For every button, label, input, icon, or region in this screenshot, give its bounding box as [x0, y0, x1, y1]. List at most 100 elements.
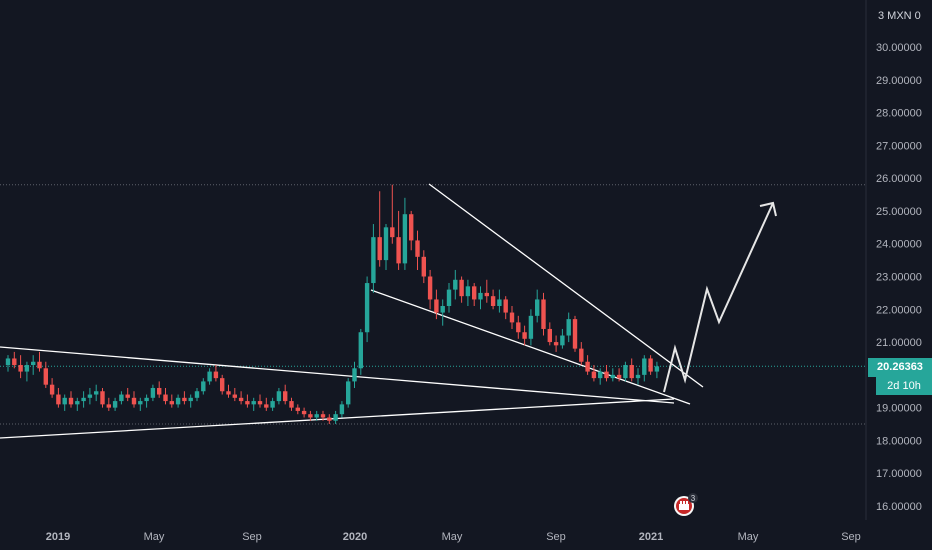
- candle-body: [245, 401, 250, 405]
- candle-body: [623, 365, 628, 379]
- candle-body: [308, 414, 313, 418]
- wedge-upper-line[interactable]: [428, 183, 704, 388]
- candle-body: [264, 404, 269, 408]
- time-tick-label: May: [738, 531, 759, 543]
- candle-body: [327, 417, 332, 421]
- price-tick-label: 19.00000: [876, 403, 922, 415]
- candle-body: [144, 397, 149, 402]
- candlestick-series: [5, 184, 660, 425]
- candle-body: [440, 306, 445, 313]
- candle-body: [150, 387, 156, 398]
- candle-body: [49, 384, 55, 395]
- candle-body: [138, 401, 143, 405]
- candle-body: [12, 358, 17, 366]
- candle-body: [276, 391, 282, 402]
- candle-body: [648, 358, 653, 372]
- candle-body: [472, 286, 477, 300]
- candle-body: [547, 328, 552, 343]
- time-tick-label: Sep: [841, 531, 861, 543]
- price-tick-label: 23.00000: [876, 272, 922, 284]
- time-tick-label: 2019: [46, 531, 70, 543]
- price-tick-label: 28.00000: [876, 108, 922, 120]
- bar-countdown-label: 2d 10h: [876, 377, 932, 395]
- candle-body: [314, 414, 319, 418]
- projection-drawing[interactable]: [663, 201, 777, 393]
- candle-body: [295, 407, 300, 411]
- price-tick-label: 18.00000: [876, 435, 922, 447]
- price-tick-label: 26.00000: [876, 173, 922, 185]
- candle-body: [346, 381, 351, 405]
- price-tick-label: 16.00000: [876, 501, 922, 513]
- candle-body: [62, 397, 67, 405]
- candle-body: [459, 279, 464, 297]
- price-tick-label: 17.00000: [876, 468, 922, 480]
- candle-body: [37, 361, 42, 369]
- candle-body: [257, 401, 263, 405]
- wedge-lower-line[interactable]: [370, 289, 691, 405]
- candle-body: [560, 335, 565, 346]
- candle-body: [207, 371, 212, 382]
- candle-body: [339, 404, 345, 415]
- candle-body: [535, 299, 540, 316]
- candle-body: [56, 394, 61, 405]
- candle-body: [194, 391, 200, 398]
- price-axis[interactable]: [866, 0, 932, 550]
- candle-body: [434, 299, 439, 313]
- price-tick-label: 29.00000: [876, 75, 922, 87]
- candle-body: [100, 391, 105, 405]
- candle-body: [289, 401, 294, 408]
- time-axis-ticks: 2019 May Sep 2020 May Sep 2021 May Sep: [46, 531, 861, 543]
- candle-body: [415, 240, 420, 257]
- candle-body: [352, 368, 357, 382]
- candle-body: [320, 414, 326, 418]
- time-tick-label: Sep: [546, 531, 566, 543]
- time-tick-label: May: [442, 531, 463, 543]
- candle-body: [31, 361, 36, 366]
- candle-body: [503, 299, 508, 313]
- candle-body: [283, 391, 288, 402]
- candle-body: [390, 227, 395, 238]
- candle-body: [301, 410, 307, 415]
- candle-body: [598, 371, 603, 379]
- candle-body: [642, 358, 647, 375]
- candle-body: [94, 391, 99, 395]
- candle-body: [566, 319, 571, 336]
- candle-body: [169, 401, 174, 405]
- price-tick-label: 30.00000: [876, 42, 922, 54]
- horizontal-levels: [0, 184, 866, 425]
- candle-body: [251, 401, 256, 405]
- candle-body: [188, 397, 193, 402]
- projection-arrowhead: [759, 201, 777, 217]
- candle-body: [610, 374, 615, 379]
- currency-label: 3 MXN 0: [878, 10, 921, 22]
- last-price-label: 20.26363: [868, 358, 932, 377]
- candle-body: [604, 371, 609, 379]
- candle-body: [490, 296, 496, 307]
- triangle-upper-line[interactable]: [0, 346, 675, 404]
- candle-body: [333, 414, 338, 421]
- candle-body: [572, 319, 578, 349]
- candle-body: [182, 397, 187, 402]
- candle-body: [125, 394, 130, 398]
- price-tick-label: 27.00000: [876, 140, 922, 152]
- candle-body: [516, 322, 521, 333]
- candle-body: [402, 214, 408, 264]
- candle-body: [616, 374, 622, 379]
- candle-body: [654, 366, 660, 372]
- candle-body: [522, 332, 527, 339]
- candle-body: [421, 256, 426, 277]
- candle-body: [232, 394, 237, 398]
- events-badge-count: 3: [691, 494, 696, 503]
- candle-body: [75, 401, 80, 405]
- candle-body: [157, 387, 162, 395]
- candle-body: [270, 401, 275, 408]
- candle-body: [87, 394, 93, 398]
- events-badge[interactable]: 3: [673, 493, 699, 519]
- candle-body: [131, 397, 137, 405]
- candle-body: [409, 214, 414, 241]
- candle-body: [591, 371, 597, 379]
- projection-path[interactable]: [663, 202, 774, 393]
- time-axis[interactable]: [0, 520, 866, 550]
- candle-body: [579, 348, 584, 362]
